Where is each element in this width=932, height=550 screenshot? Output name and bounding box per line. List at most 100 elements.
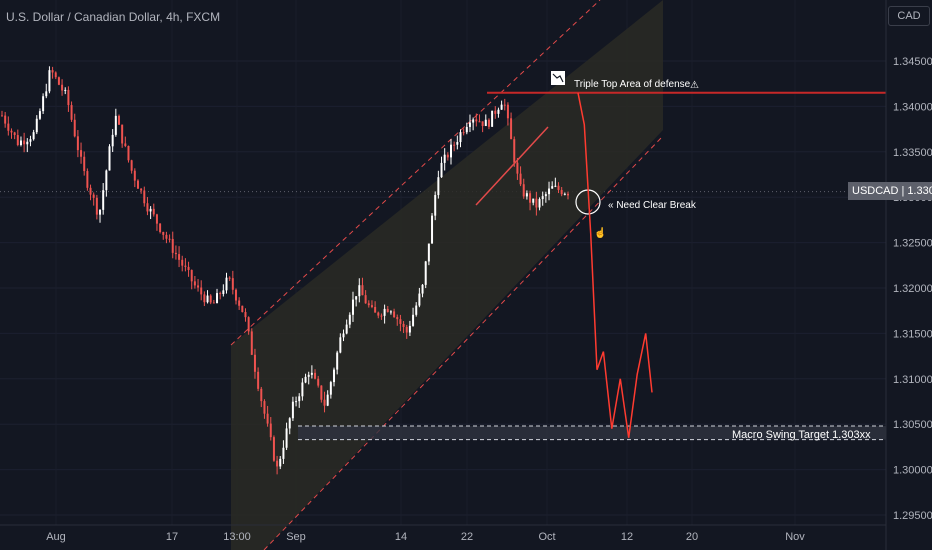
y-tick-label: 1.34000 — [893, 101, 932, 113]
candle-body — [377, 312, 380, 316]
candle-body — [475, 119, 478, 122]
price-tag-symbol: USDCAD — [852, 185, 899, 197]
candle-body — [431, 215, 434, 244]
candle-body — [538, 199, 541, 208]
candle-body — [484, 119, 487, 127]
candle-body — [279, 458, 282, 467]
candle-body — [238, 300, 241, 306]
candle-body — [1, 115, 3, 117]
candle-body — [171, 238, 174, 253]
candle-body — [212, 302, 215, 304]
candle-body — [136, 180, 139, 189]
candle-body — [465, 126, 468, 133]
candle-body — [288, 418, 291, 429]
candle-body — [402, 323, 405, 327]
candle-body — [519, 173, 522, 185]
candle-body — [443, 154, 446, 163]
projection-path — [577, 92, 653, 438]
candle-body — [51, 70, 54, 73]
candle-body — [19, 140, 22, 145]
candle-body — [333, 369, 336, 383]
candle-body — [67, 89, 70, 106]
candle-body — [155, 214, 158, 224]
candle-body — [32, 132, 35, 140]
candle-body — [380, 315, 383, 317]
candle-body — [152, 208, 155, 215]
candle-body — [95, 197, 98, 215]
candle-body — [383, 308, 386, 316]
candle-body — [197, 285, 200, 288]
candle-body — [200, 287, 203, 295]
candle-body — [64, 89, 67, 91]
candle-body — [23, 140, 26, 145]
candle-body — [415, 305, 418, 315]
candle-body — [481, 121, 484, 127]
candle-body — [86, 171, 89, 188]
candle-body — [76, 136, 79, 151]
x-tick-label: Nov — [785, 531, 805, 543]
candle-body — [320, 385, 323, 400]
candle-body — [298, 396, 301, 402]
candle-body — [168, 238, 171, 240]
candle-body — [551, 186, 554, 189]
candle-body — [193, 281, 196, 286]
warning-icon: ⚠ — [690, 80, 699, 91]
candle-body — [149, 208, 152, 212]
candle-body — [219, 293, 222, 295]
candle-body — [437, 177, 440, 196]
candle-body — [424, 261, 427, 285]
y-tick-label: 1.31500 — [893, 328, 932, 340]
candle-body — [7, 123, 10, 131]
candle-body — [345, 324, 348, 334]
x-tick-label: Aug — [46, 531, 66, 543]
candle-body — [389, 311, 392, 313]
candle-body — [440, 162, 443, 178]
candle-body — [487, 119, 490, 127]
candle-body — [567, 193, 569, 196]
candle-body — [269, 423, 272, 438]
candle-body — [329, 382, 332, 395]
candle-body — [500, 104, 503, 110]
candle-body — [124, 143, 127, 146]
candle-body — [276, 460, 279, 467]
candle-body — [358, 285, 361, 297]
candle-body — [348, 314, 351, 325]
currency-badge[interactable]: CAD — [888, 6, 930, 26]
candle-body — [446, 154, 449, 158]
candle-body — [282, 447, 285, 459]
candle-body — [247, 317, 250, 332]
candle-body — [399, 319, 402, 324]
candle-body — [291, 401, 294, 419]
candle-body — [228, 277, 231, 279]
y-tick-label: 1.34500 — [893, 56, 932, 68]
rising-trendline — [475, 126, 549, 206]
candle-body — [307, 374, 310, 377]
candle-body — [506, 104, 509, 119]
x-tick-label: 13:00 — [223, 531, 251, 543]
candle-body — [187, 266, 190, 271]
candle-body — [370, 305, 373, 308]
candle-body — [434, 195, 437, 216]
candle-body — [102, 190, 105, 210]
candle-body — [323, 399, 326, 406]
candle-body — [529, 193, 532, 203]
candle-body — [216, 293, 219, 304]
candle-body — [222, 290, 225, 294]
candle-body — [405, 326, 408, 333]
candle-body — [418, 293, 421, 306]
chart-annotations: Triple Top Area of defense ⚠ « Need Clear … — [298, 71, 886, 441]
candle-body — [133, 170, 136, 181]
candle-body — [450, 144, 453, 158]
candle-body — [304, 376, 307, 383]
candle-body — [206, 295, 209, 303]
candle-body — [462, 132, 465, 134]
candle-body — [364, 295, 367, 304]
candle-body — [127, 145, 130, 161]
candle-body — [83, 156, 86, 172]
x-tick-label: 14 — [395, 531, 407, 543]
candle-body — [203, 294, 206, 303]
candle-body — [301, 382, 304, 397]
candle-body — [285, 428, 288, 448]
candle-body — [317, 378, 320, 386]
